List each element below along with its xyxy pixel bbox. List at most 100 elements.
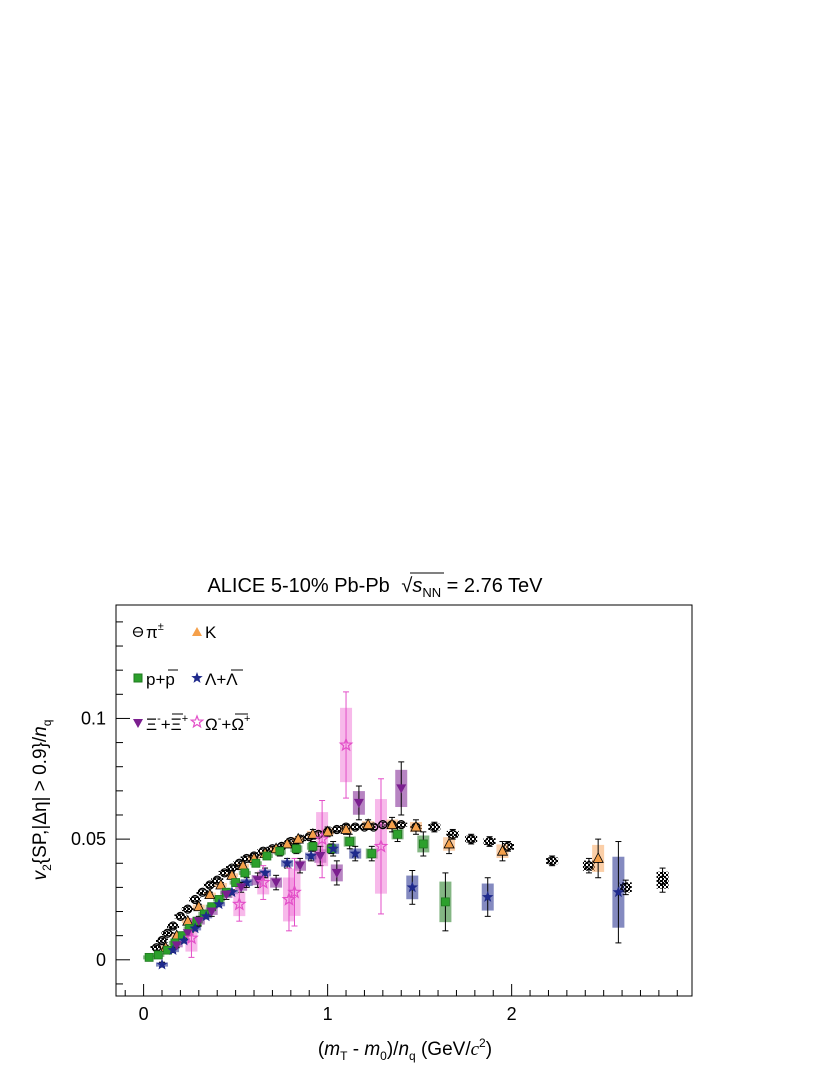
proton-point-14 (262, 851, 272, 861)
xi-point-7 (271, 878, 282, 888)
xi-point-3 (206, 907, 217, 917)
lambda-point-15 (612, 886, 625, 898)
omega-point-5 (314, 831, 330, 846)
kaon-point-20 (496, 844, 509, 856)
lambda-point-5 (213, 898, 225, 910)
pion-point-40 (657, 875, 668, 885)
xi-point-11 (353, 798, 364, 808)
title-sqrt-sub: NN (422, 585, 441, 600)
legend-marker-omega (189, 714, 205, 729)
legend-label-xi: Ξ-+Ξ+ (146, 713, 188, 734)
xi-point-9 (315, 852, 326, 862)
proton-point-19 (345, 837, 355, 846)
pion-point-35 (484, 836, 495, 847)
legend-label-pion: π± (146, 621, 164, 642)
lambda-point-2 (178, 934, 190, 946)
title-prefix: ALICE 5-10% Pb-Pb (207, 575, 389, 597)
proton-point-12 (240, 868, 250, 878)
pion-point-36 (503, 841, 513, 851)
x-tick-label-0: 0 (139, 1004, 149, 1024)
proton-point-17 (308, 841, 318, 851)
pion-point-1 (157, 935, 167, 946)
proton-point-16 (291, 844, 301, 854)
pion-point-37 (547, 856, 557, 866)
legend-marker-pion (132, 626, 144, 638)
lambda-point-10 (305, 850, 317, 861)
legend-label-kaon: K (205, 623, 217, 642)
omega-point-2 (255, 874, 271, 889)
lambda-point-1 (167, 944, 179, 955)
pion-point-3 (168, 921, 178, 931)
legend-entry-xi: Ξ-+Ξ+ (133, 713, 188, 734)
pion-point-7 (197, 887, 208, 897)
xi-point-12 (396, 784, 407, 794)
chart-title: ALICE 5-10% Pb-Pb √sNN = 2.76 TeV (207, 575, 543, 600)
lambda-point-11 (327, 842, 339, 854)
omega-point-4 (287, 884, 302, 899)
x-axis-label: (mT - m0)/nq (GeV/c2) (318, 1036, 492, 1063)
pion-point-23 (332, 824, 342, 835)
omega-point-3 (281, 891, 297, 906)
lambda-point-12 (349, 847, 361, 859)
kaon-point-3 (193, 900, 205, 912)
legend-marker-proton (133, 673, 143, 683)
lambda-point-0 (156, 958, 168, 970)
legend-label-lambda: Λ+Λ (205, 670, 238, 689)
x-tick-label-1: 1 (323, 1004, 333, 1024)
proton-point-23 (441, 897, 450, 907)
lambda-point-3 (189, 922, 201, 934)
pion-point-38 (584, 861, 594, 871)
xi-point-1 (182, 929, 193, 939)
pion-point-2 (162, 928, 173, 938)
pion-point-28 (378, 820, 388, 830)
lambda-point-14 (482, 891, 494, 902)
lambda-point-9 (281, 857, 293, 869)
pion-point-10 (219, 868, 230, 878)
legend-entry-kaon: K (192, 623, 217, 642)
xi-point-2 (193, 917, 204, 927)
pion-point-30 (396, 820, 406, 830)
pion-point-34 (466, 834, 476, 844)
proton-point-20 (367, 849, 377, 858)
omega-point-0 (184, 930, 199, 945)
omega-point-7 (373, 838, 389, 853)
legend-entry-pion: π± (132, 621, 164, 642)
legend: π± K p+p Λ+Λ Ξ-+Ξ+ (132, 621, 250, 734)
lambda-point-8 (259, 866, 271, 878)
data-markers (144, 737, 668, 970)
xi-point-0 (171, 941, 182, 951)
kaon-point-13 (307, 827, 319, 839)
pion-point-33 (448, 829, 458, 839)
proton-point-13 (251, 858, 261, 868)
pion-point-4 (175, 911, 186, 921)
legend-marker-lambda (191, 672, 203, 683)
systematic-boxes (143, 707, 669, 967)
kaon-point-11 (281, 837, 293, 849)
xi-point-4 (221, 890, 232, 900)
legend-label-proton: p+p (146, 670, 175, 689)
lambda-point-13 (406, 881, 418, 893)
pion-point-32 (429, 822, 439, 832)
omega-point-6 (338, 737, 354, 752)
kaon-point-17 (386, 818, 398, 830)
lambda-point-6 (226, 886, 238, 898)
pion-point-25 (350, 822, 360, 832)
proton-point-22 (418, 839, 428, 849)
x-tick-label-2: 2 (507, 1004, 517, 1024)
legend-label-omega: Ω-+Ω+ (205, 713, 250, 734)
proton-point-11 (231, 878, 241, 887)
y-tick-label-0: 0 (96, 950, 106, 970)
pion-point-5 (183, 904, 193, 914)
xi-point-10 (331, 868, 342, 878)
legend-marker-xi (133, 719, 143, 728)
kaon-point-15 (340, 823, 352, 834)
kaon-point-5 (215, 878, 227, 890)
plot-frame (115, 604, 693, 997)
title-sqrt-sign: √ (401, 575, 412, 597)
legend-entry-omega: Ω-+Ω+ (189, 713, 250, 734)
xi-point-8 (295, 861, 306, 871)
omega-point-1 (231, 896, 247, 911)
kaon-point-16 (362, 818, 374, 830)
pion-point-6 (190, 894, 200, 905)
